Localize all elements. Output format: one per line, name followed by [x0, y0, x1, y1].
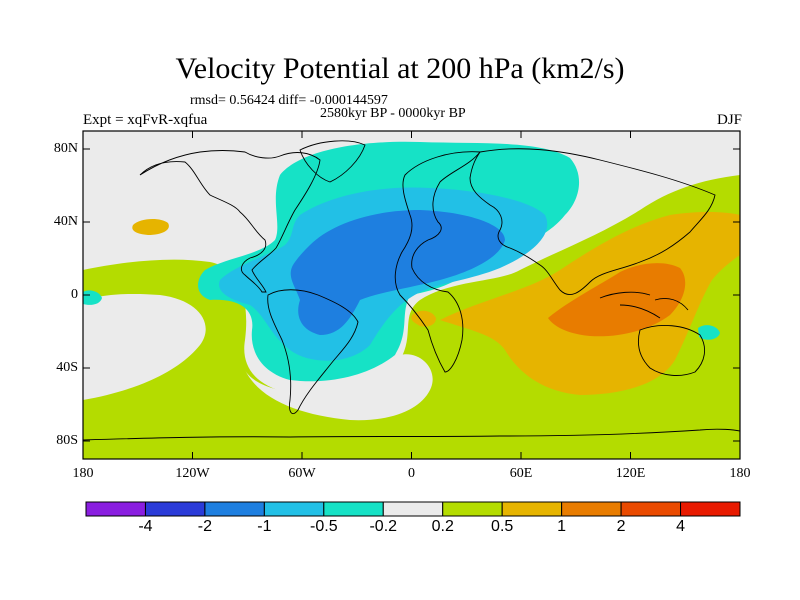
lon-tick-label: 180	[72, 466, 94, 481]
lat-tick-label: 40N	[53, 214, 78, 229]
coastline-south-america	[267, 289, 359, 414]
coastline-australia	[638, 325, 706, 376]
positive-orange-region	[548, 263, 686, 337]
colorbar-label: 4	[676, 518, 685, 535]
coastline-asia	[469, 148, 716, 295]
lon-tick-label: 60E	[509, 466, 533, 481]
period-label: 2580kyr BP - 0000kyr BP	[320, 106, 466, 121]
colorbar-swatch	[263, 501, 325, 517]
colorbar-swatch	[85, 501, 146, 517]
colorbar-swatch	[680, 501, 741, 517]
lon-tick-label: 120E	[615, 466, 646, 481]
lat-tick-label: 80S	[56, 433, 78, 448]
colorbar-swatch	[620, 501, 682, 517]
lon-tick-label: 180	[729, 466, 751, 481]
lon-tick-label: 0	[408, 466, 415, 481]
colorbar-swatch	[144, 501, 206, 517]
negative-aqua-blob-east	[698, 325, 720, 340]
colorbar-swatch	[204, 501, 265, 517]
coastlines	[83, 140, 740, 441]
colorbar-label: 2	[616, 518, 626, 535]
experiment-label: Expt = xqFvR-xqfua	[83, 112, 208, 128]
colorbar-label: -0.5	[310, 518, 338, 535]
axis-ticks	[83, 131, 740, 459]
page-title: Velocity Potential at 200 hPa (km2/s)	[175, 52, 625, 85]
positive-gold-blob-north	[132, 219, 169, 235]
colorbar-label: 0.2	[431, 518, 454, 535]
colorbar-label: 0.5	[491, 518, 514, 535]
lat-tick-label: 80N	[53, 141, 78, 156]
coastline-north-america	[139, 150, 321, 293]
contour-field	[83, 131, 740, 459]
colorbar-swatch	[382, 501, 444, 517]
season-label: DJF	[716, 112, 742, 128]
negative-aqua-blob-west	[83, 290, 102, 305]
colorbar-swatch	[323, 501, 384, 517]
lat-tick-label: 0	[71, 287, 78, 302]
colorbar	[85, 501, 741, 517]
negative-blue-region	[290, 210, 505, 335]
colorbar-swatch	[501, 501, 563, 517]
lon-tick-label: 120W	[175, 466, 210, 481]
coastline-greenland	[299, 140, 366, 183]
colorbar-label: -1	[257, 518, 272, 535]
lat-tick-label: 40S	[56, 360, 78, 375]
stats-label: rmsd= 0.56424 diff= -0.000144597	[190, 93, 388, 108]
colorbar-label: -2	[197, 518, 213, 535]
lon-tick-label: 60W	[288, 466, 316, 481]
colorbar-swatch	[442, 501, 503, 517]
colorbar-swatch	[561, 501, 622, 517]
neutral-region-south	[245, 354, 433, 421]
colorbar-label: -0.2	[369, 518, 398, 535]
coastline-maritime-continent	[599, 291, 689, 319]
coastline-antarctica	[83, 428, 740, 441]
colorbar-label: 1	[557, 518, 567, 535]
colorbar-label: -4	[138, 518, 153, 535]
coastline-africa-europe	[394, 151, 481, 373]
